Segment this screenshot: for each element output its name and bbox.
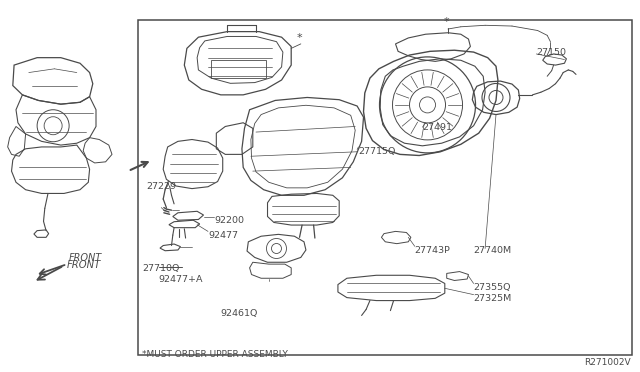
Text: FRONT: FRONT [69, 253, 102, 263]
Text: R271002V: R271002V [584, 358, 630, 367]
Text: 27491: 27491 [422, 123, 452, 132]
Text: 27355Q: 27355Q [474, 283, 511, 292]
Text: 92477: 92477 [208, 231, 238, 240]
Text: 27710Q: 27710Q [142, 264, 179, 273]
Text: *MUST ORDER UPPER ASSEMBLY: *MUST ORDER UPPER ASSEMBLY [142, 350, 288, 359]
Text: 27150: 27150 [536, 48, 566, 57]
Text: 27229: 27229 [146, 182, 176, 191]
Bar [138, 20, 632, 355]
Text: 27715Q: 27715Q [358, 147, 396, 156]
Text: *: * [297, 33, 302, 43]
Text: 27740M: 27740M [474, 246, 512, 254]
Text: 92461Q: 92461Q [221, 309, 258, 318]
Text: 92200: 92200 [214, 216, 244, 225]
Text: 27325M: 27325M [474, 294, 512, 303]
Text: FRONT: FRONT [67, 260, 102, 270]
Text: 27743P: 27743P [415, 246, 451, 254]
Text: *: * [444, 17, 449, 27]
Text: 92477+A: 92477+A [159, 275, 204, 284]
